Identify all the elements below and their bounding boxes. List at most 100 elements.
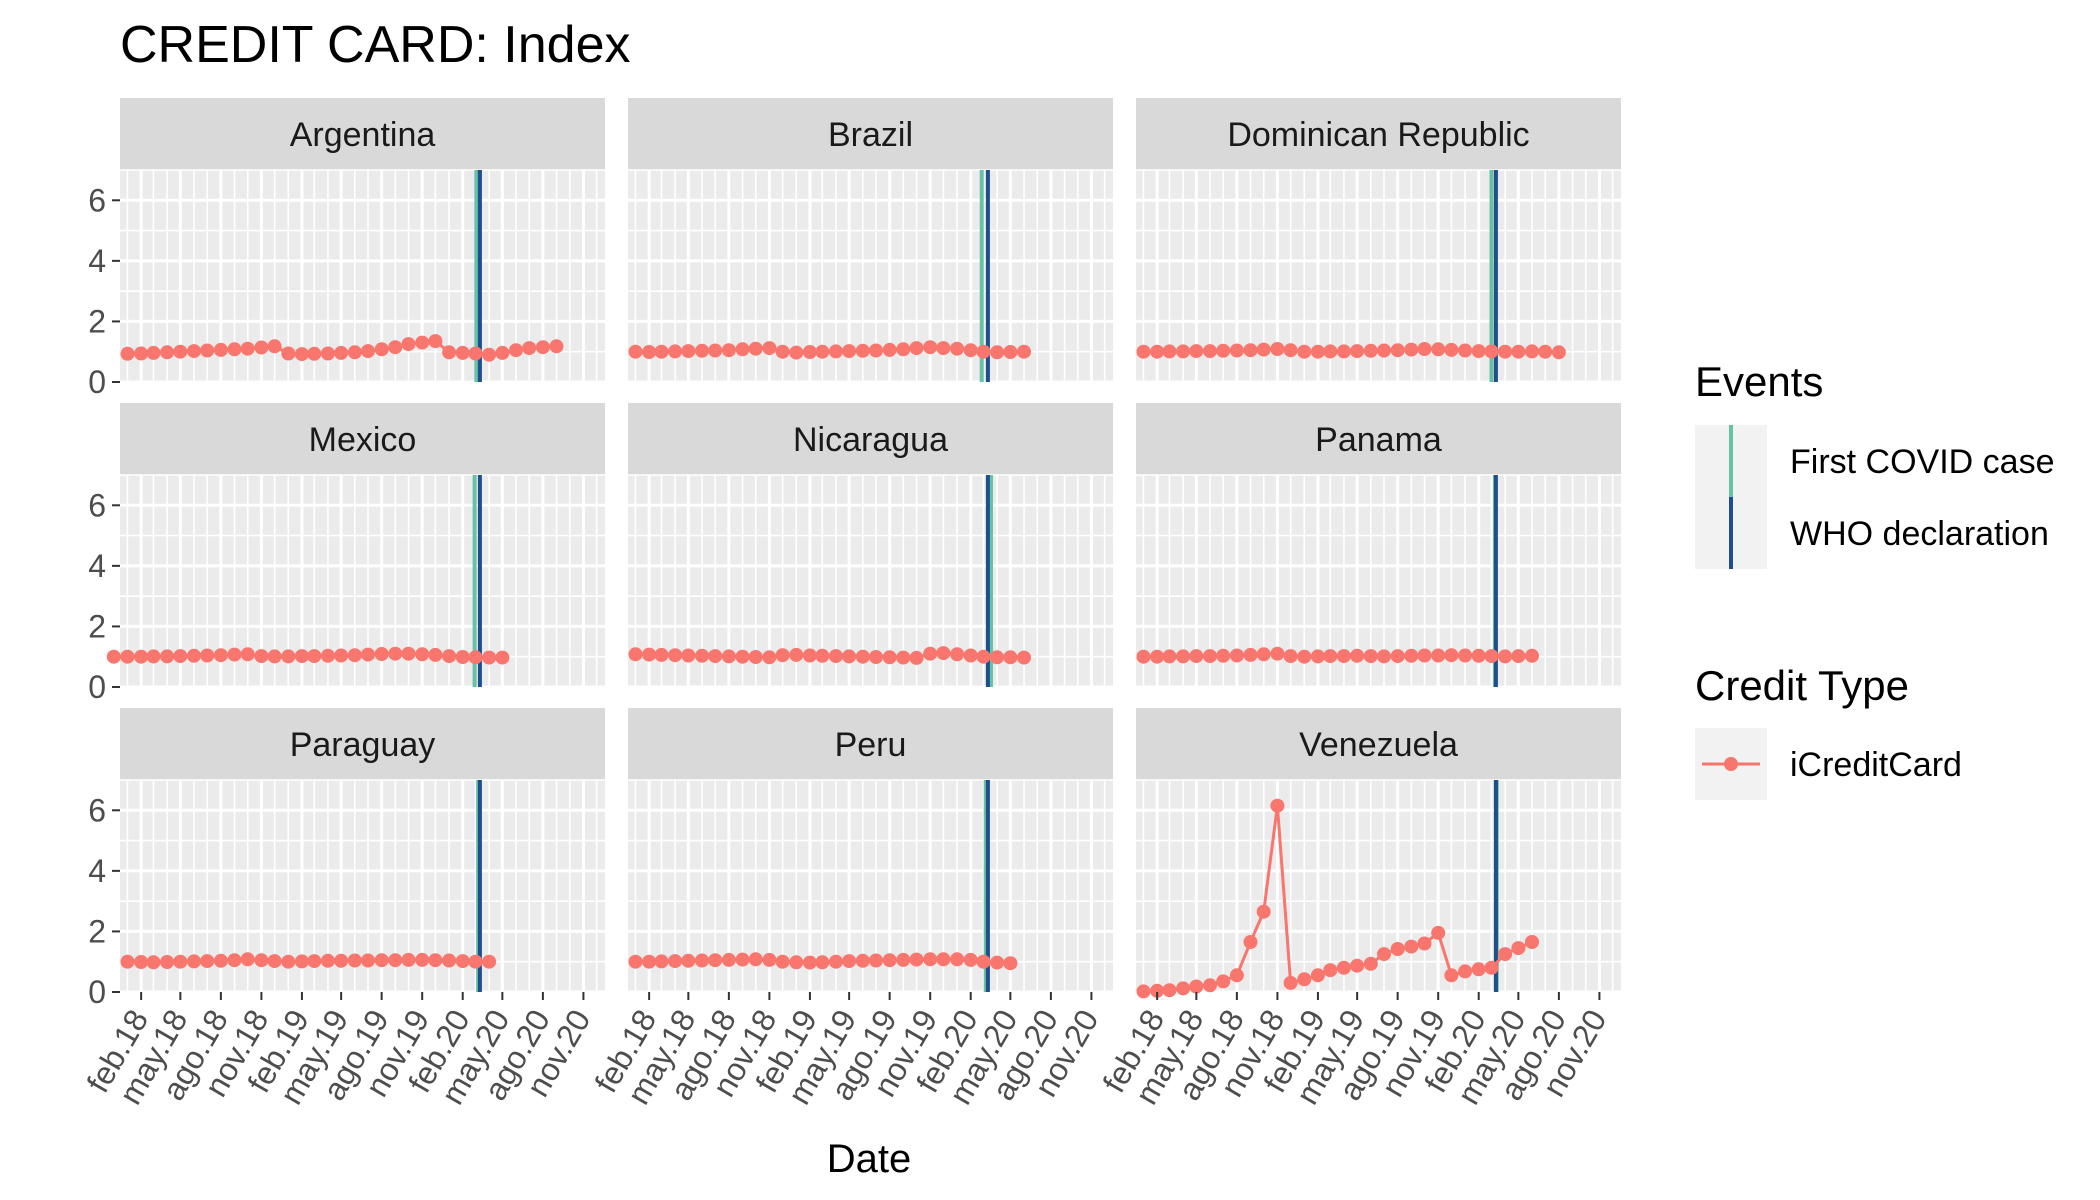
data-point [374, 953, 389, 968]
data-point [134, 346, 149, 361]
data-point [1203, 978, 1217, 993]
data-point [748, 952, 763, 967]
data-point [173, 344, 188, 359]
data-point [775, 954, 790, 969]
y-tick-label: 0 [88, 974, 106, 1010]
data-point [1189, 979, 1204, 994]
y-tick-label: 4 [88, 548, 106, 584]
data-point [307, 954, 322, 969]
data-point [1498, 649, 1513, 664]
data-point [267, 954, 282, 969]
data-point [455, 954, 470, 969]
data-point [482, 650, 497, 665]
facet-label: Brazil [828, 116, 913, 154]
data-point [160, 345, 175, 360]
data-point [254, 340, 269, 355]
data-point [1511, 649, 1526, 664]
data-point [1444, 342, 1459, 357]
data-point [1363, 956, 1378, 971]
data-point [735, 649, 750, 664]
data-point [721, 649, 736, 664]
data-point [468, 346, 483, 361]
data-point [789, 647, 804, 662]
x-axis-title: Date [827, 1137, 912, 1181]
data-point [976, 954, 991, 969]
y-tick-label: 4 [88, 853, 106, 889]
data-point [828, 649, 843, 664]
data-point [721, 343, 736, 358]
data-point [1336, 960, 1351, 975]
data-point [668, 954, 683, 969]
data-point [1229, 968, 1244, 983]
data-point [495, 650, 510, 665]
data-point [855, 649, 870, 664]
data-point [1256, 647, 1271, 662]
data-point [762, 650, 777, 665]
data-point [334, 953, 349, 968]
data-point [762, 952, 777, 967]
data-point [281, 346, 296, 361]
data-point [1551, 345, 1566, 360]
legend: Events First COVID case WHO declaration Cre… [1695, 358, 2054, 800]
data-point [1310, 968, 1325, 983]
data-point [401, 337, 416, 352]
data-point [187, 954, 201, 969]
panel-dominican-republic: Dominican Republic [1136, 98, 1621, 384]
data-point [936, 646, 951, 661]
data-point [882, 953, 897, 968]
data-point [1525, 935, 1539, 949]
data-point [428, 334, 443, 349]
data-point [909, 650, 924, 665]
data-point [428, 953, 443, 968]
data-point [1136, 984, 1151, 999]
legend-label: iCreditCard [1790, 746, 1962, 784]
data-point [855, 343, 870, 358]
data-point [401, 646, 416, 661]
data-point [1377, 947, 1391, 962]
data-point [1458, 964, 1473, 979]
data-point [802, 955, 817, 970]
y-tick-label: 0 [88, 364, 106, 400]
data-point [361, 953, 375, 968]
data-point [1243, 343, 1258, 358]
data-point [1003, 650, 1018, 665]
data-point [1270, 798, 1285, 813]
data-point [227, 647, 242, 662]
events-legend-title: Events [1695, 358, 1823, 405]
legend-label: First COVID case [1790, 443, 2054, 481]
data-point [442, 345, 457, 360]
data-point [1270, 342, 1285, 356]
data-point [748, 341, 763, 356]
data-point [1417, 342, 1432, 356]
data-point [374, 647, 389, 661]
data-point [1297, 972, 1312, 987]
data-point [442, 953, 457, 968]
data-point [213, 342, 228, 357]
data-point [347, 345, 362, 360]
data-point [495, 345, 510, 360]
data-point [307, 649, 322, 664]
data-point [120, 346, 135, 361]
data-point [187, 648, 201, 663]
data-point [1256, 904, 1271, 919]
data-point [146, 955, 161, 970]
data-point [388, 646, 403, 661]
data-point [1162, 649, 1177, 664]
data-point [1256, 342, 1271, 357]
y-tick-label: 6 [88, 792, 106, 828]
data-point [1390, 649, 1405, 664]
facet-label: Panama [1315, 421, 1442, 459]
data-point [1390, 343, 1405, 358]
data-point [990, 955, 1005, 970]
data-point [1297, 649, 1312, 664]
data-point [802, 648, 817, 663]
data-point [708, 649, 723, 664]
facet-strip [1136, 98, 1621, 170]
data-point [882, 650, 897, 665]
data-point [855, 953, 870, 968]
data-point [415, 952, 430, 967]
facet-label: Venezuela [1299, 726, 1458, 764]
data-point [1136, 649, 1151, 664]
data-point [401, 952, 416, 967]
